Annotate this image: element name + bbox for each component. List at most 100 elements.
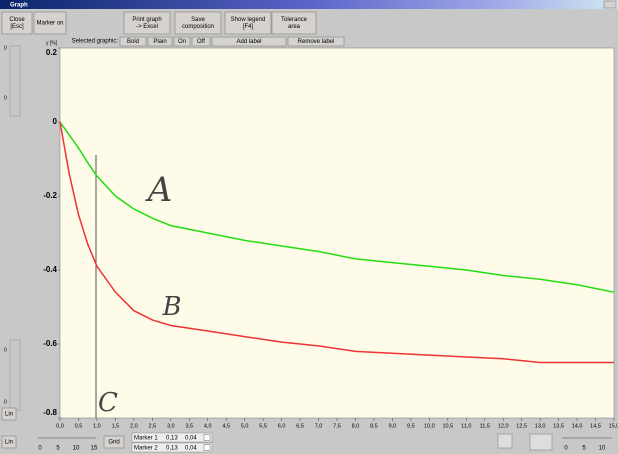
pan-control[interactable] bbox=[497, 433, 513, 449]
handwritten-annotation: A bbox=[145, 170, 173, 210]
y-tick-label: -0.2 bbox=[43, 191, 57, 200]
x-tick-label: 5,0 bbox=[241, 423, 249, 429]
zoom-control[interactable] bbox=[529, 433, 553, 451]
button-label: Add label bbox=[236, 39, 261, 45]
plot-area bbox=[59, 47, 615, 419]
x-tick-label: 12,5 bbox=[516, 423, 527, 429]
button-label: Off bbox=[197, 39, 205, 45]
x-tick-label: 5,5 bbox=[259, 423, 267, 429]
series-line bbox=[59, 121, 614, 364]
slider-tick: 15 bbox=[91, 446, 98, 452]
button-label: Tolerance bbox=[281, 17, 308, 23]
x-tick-label: 6,0 bbox=[278, 423, 286, 429]
marker-cell: 0,04 bbox=[185, 446, 197, 452]
x-tick-label: 0,0 bbox=[56, 423, 64, 429]
x-tick-label: 3,5 bbox=[185, 423, 193, 429]
button[interactable] bbox=[1, 435, 17, 449]
button[interactable] bbox=[173, 36, 191, 47]
button[interactable] bbox=[123, 11, 171, 35]
x-tick-label: 8,5 bbox=[370, 423, 378, 429]
button[interactable] bbox=[224, 11, 272, 35]
marker-cell: Marker 2 bbox=[134, 446, 158, 452]
button[interactable] bbox=[287, 36, 345, 47]
button-label: composition bbox=[182, 24, 214, 30]
button-label: Lin bbox=[5, 440, 13, 446]
left-slider[interactable] bbox=[9, 45, 21, 117]
button[interactable] bbox=[271, 11, 317, 35]
button-label: Print graph bbox=[132, 17, 161, 23]
x-tick-label: 15,0 bbox=[609, 423, 618, 429]
slider-tick: 0 bbox=[38, 446, 42, 452]
x-tick-label: 8,0 bbox=[352, 423, 360, 429]
series-line bbox=[59, 121, 615, 293]
x-tick-label: 4,5 bbox=[222, 423, 230, 429]
y-tick-label: 0 bbox=[53, 117, 58, 126]
x-tick-label: 6,5 bbox=[296, 423, 304, 429]
button[interactable] bbox=[1, 11, 33, 35]
slider-tick: 0 bbox=[564, 446, 568, 452]
button-label: -> Excel bbox=[136, 24, 158, 30]
x-tick-label: 4,0 bbox=[204, 423, 212, 429]
x-tick-label: 14,0 bbox=[572, 423, 583, 429]
y-tick-label: -0.4 bbox=[43, 265, 57, 274]
button[interactable] bbox=[1, 407, 17, 421]
x-tick-label: 10,0 bbox=[424, 423, 435, 429]
slider-label: 0 bbox=[4, 399, 7, 405]
x-tick-label: 13,0 bbox=[535, 423, 546, 429]
slider-label: 0 bbox=[4, 95, 7, 101]
x-tick-label: 9,0 bbox=[389, 423, 397, 429]
slider-label: 0 bbox=[4, 347, 7, 353]
x-tick-label: 10,5 bbox=[442, 423, 453, 429]
button[interactable] bbox=[211, 36, 287, 47]
button[interactable] bbox=[119, 36, 147, 47]
y-tick-label: -0.6 bbox=[43, 339, 57, 348]
button[interactable] bbox=[174, 11, 222, 35]
marker-cell: 0,13 bbox=[166, 436, 178, 442]
x-tick-label: 0,5 bbox=[75, 423, 83, 429]
button-label: Show legend bbox=[231, 17, 266, 23]
marker-cell: 0,13 bbox=[166, 446, 178, 452]
marker-checkbox[interactable] bbox=[203, 444, 211, 451]
x-tick-label: 14,5 bbox=[590, 423, 601, 429]
button-label: [Esc] bbox=[10, 24, 24, 30]
selected-label: Selected graphic: bbox=[72, 39, 119, 45]
slider-tick: 5 bbox=[56, 446, 60, 452]
x-tick-label: 12,0 bbox=[498, 423, 509, 429]
x-tick-label: 7,0 bbox=[315, 423, 323, 429]
button-label: area bbox=[288, 24, 301, 30]
title-bar bbox=[0, 0, 618, 9]
button[interactable] bbox=[147, 36, 173, 47]
x-tick-label: 3,0 bbox=[167, 423, 175, 429]
y-axis-label: y [%] bbox=[46, 40, 58, 46]
button-label: Grid bbox=[108, 440, 119, 446]
button[interactable] bbox=[33, 11, 67, 35]
y-tick-label: -0.8 bbox=[43, 408, 57, 417]
button-label: Bold bbox=[127, 39, 139, 45]
slider-tick: 5 bbox=[582, 446, 586, 452]
x-tick-label: 13,5 bbox=[553, 423, 564, 429]
button-label: Remove label bbox=[298, 39, 335, 45]
marker-row bbox=[131, 442, 213, 453]
button-label: Lin bbox=[5, 412, 13, 418]
marker-cell: Marker 1 bbox=[134, 436, 158, 442]
button-label: [F4] bbox=[243, 24, 254, 30]
button-label: Plain bbox=[153, 39, 166, 45]
slider-tick: 10 bbox=[599, 446, 606, 452]
window-close[interactable] bbox=[603, 0, 617, 9]
handwritten-annotation: B bbox=[161, 292, 181, 322]
button[interactable] bbox=[191, 36, 211, 47]
slider-tick: 10 bbox=[73, 446, 80, 452]
button[interactable] bbox=[103, 435, 125, 449]
x-tick-label: 1,5 bbox=[112, 423, 120, 429]
x-tick-label: 2,5 bbox=[149, 423, 157, 429]
y-tick-label: 0.2 bbox=[46, 48, 58, 57]
marker-checkbox[interactable] bbox=[203, 434, 211, 441]
x-tick-label: 9,5 bbox=[407, 423, 415, 429]
slider-label: 0 bbox=[4, 45, 7, 51]
button-label: On bbox=[178, 39, 186, 45]
x-tick-label: 2,0 bbox=[130, 423, 138, 429]
marker-cell: 0,04 bbox=[185, 436, 197, 442]
button-label: Save bbox=[191, 17, 205, 23]
button-label: Marker on bbox=[36, 21, 63, 27]
